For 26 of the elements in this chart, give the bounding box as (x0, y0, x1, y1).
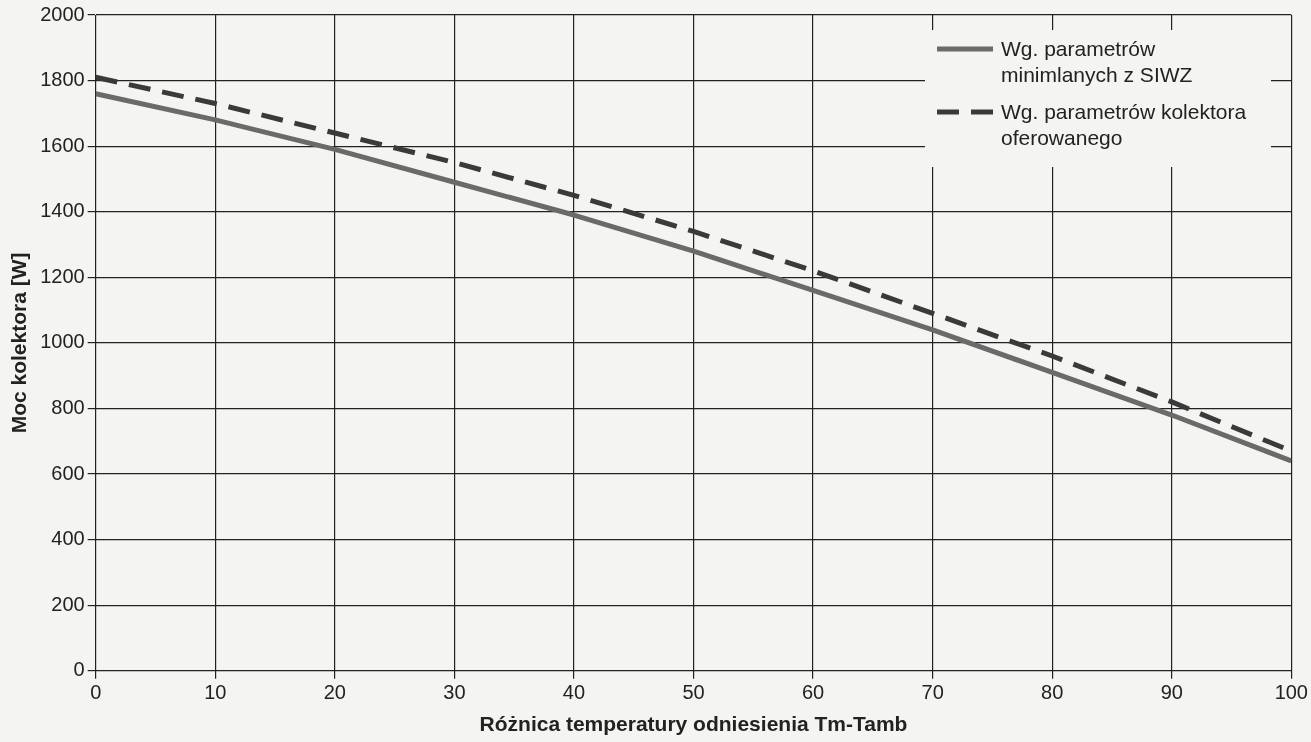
x-tick-label: 10 (204, 681, 227, 704)
x-tick-label: 20 (323, 681, 346, 704)
x-tick-label: 50 (682, 681, 705, 704)
legend-label: Wg. parametrów minimlanych z SIWZ (1001, 36, 1194, 89)
y-tick-label: 1800 (40, 68, 85, 91)
y-tick-label: 600 (51, 461, 85, 484)
y-tick-label: 2000 (40, 2, 85, 25)
y-tick-label: 400 (51, 527, 85, 550)
legend-label: Wg. parametrów kolektora oferowanego (1001, 98, 1248, 151)
y-axis-title: Moc kolektora [W] (7, 252, 31, 434)
x-tick-label: 40 (562, 681, 586, 704)
y-tick-label: 800 (51, 396, 85, 418)
y-tick-label: 0 (73, 658, 85, 681)
y-tick-label: 1000 (40, 330, 85, 353)
x-tick-label: 30 (443, 681, 466, 704)
x-tick-label: 0 (90, 681, 102, 704)
y-tick-label: 1600 (40, 133, 85, 156)
x-tick-label: 80 (1041, 681, 1064, 704)
x-tick-label: 100 (1274, 681, 1308, 704)
x-tick-label: 90 (1160, 681, 1183, 704)
y-tick-label: 200 (51, 592, 85, 615)
y-tick-label: 1400 (40, 199, 85, 222)
x-tick-label: 70 (921, 681, 944, 704)
x-axis-title: Różnica temperatury odniesienia Tm-Tamb (479, 712, 908, 736)
x-tick-label: 60 (801, 681, 825, 704)
y-tick-label: 1200 (40, 264, 85, 287)
